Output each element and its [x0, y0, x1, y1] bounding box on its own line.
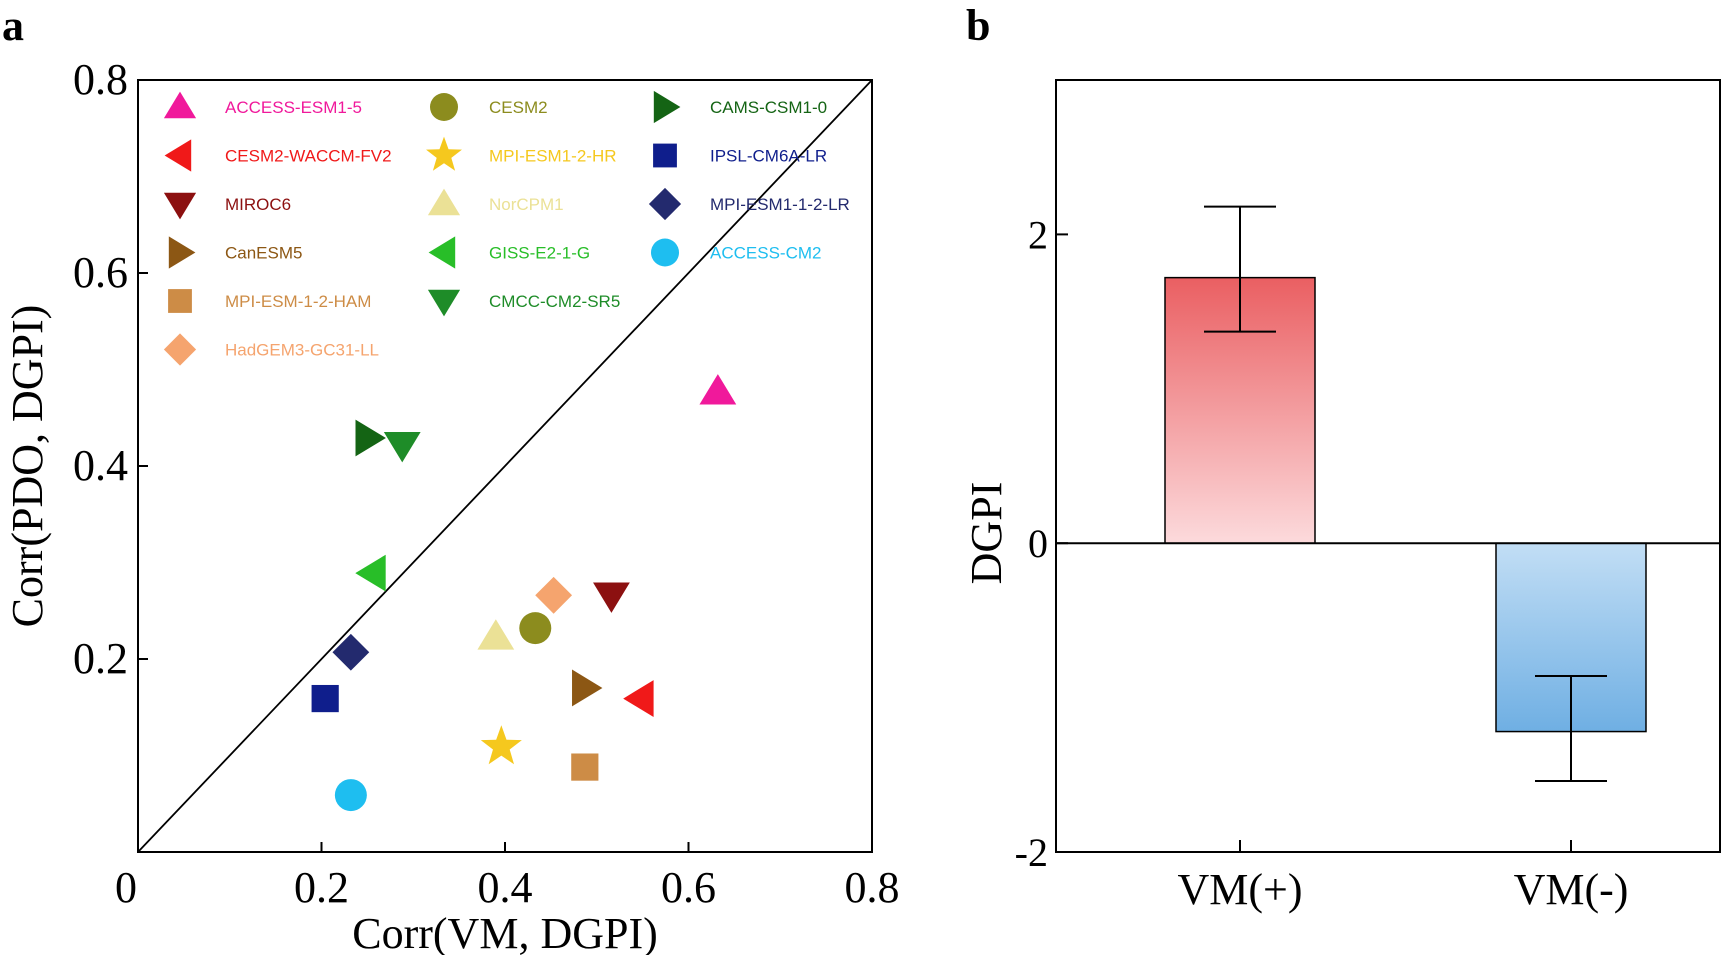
legend-marker	[163, 333, 197, 366]
y-tick-label: 0.6	[73, 248, 128, 297]
scatter-point	[623, 680, 654, 717]
legend: ACCESS-ESM1-5 CESM2-WACCM-FV2 MIROC6 CanESM…	[163, 90, 850, 366]
scatter-point	[593, 582, 630, 613]
legend-label: MPI-ESM1-1-2-LR	[710, 195, 850, 214]
legend-marker	[426, 136, 462, 171]
legend-entry: NorCPM1	[427, 188, 564, 216]
category-label: VM(-)	[1514, 865, 1629, 914]
legend-entry: CanESM5	[168, 236, 302, 269]
y-tick-label: 0.8	[73, 55, 128, 104]
legend-entry: MPI-ESM-1-2-HAM	[168, 289, 371, 313]
legend-marker	[168, 289, 192, 313]
legend-marker	[653, 90, 681, 124]
one-to-one-line	[137, 79, 873, 853]
legend-label: IPSL-CM6A-LR	[710, 147, 827, 166]
legend-entry: CAMS-CSM1-0	[653, 90, 827, 124]
scatter-point	[332, 633, 370, 671]
x-tick-label: 0	[115, 863, 137, 912]
legend-marker	[164, 139, 192, 172]
scatter-point	[519, 612, 552, 645]
y-tick-label: 0.4	[73, 441, 128, 490]
scatter-point	[477, 619, 515, 650]
x-tick-label: 0.6	[661, 863, 716, 912]
legend-label: MIROC6	[225, 195, 291, 214]
scatter-point	[480, 725, 522, 765]
legend-marker	[648, 187, 682, 221]
scatter-point	[535, 576, 573, 614]
scatter-point	[571, 753, 599, 781]
scatter-point	[383, 431, 421, 463]
legend-marker	[427, 289, 461, 317]
legend-entry: MPI-ESM1-1-2-LR	[648, 187, 850, 221]
legend-label: NorCPM1	[489, 195, 564, 214]
x-axis-label: Corr(VM, DGPI)	[352, 909, 658, 955]
y-axis-label: Corr(PDO, DGPI)	[3, 305, 52, 628]
scatter-point	[311, 684, 339, 713]
y-tick-label: 0.2	[73, 634, 128, 683]
legend-entry: CMCC-CM2-SR5	[427, 289, 620, 317]
legend-label: GISS-E2-1-G	[489, 244, 590, 263]
legend-label: HadGEM3-GC31-LL	[225, 341, 379, 360]
legend-entry: MPI-ESM1-2-HR	[426, 136, 617, 171]
panel-b-label: b	[966, 1, 990, 50]
legend-label: MPI-ESM1-2-HR	[489, 147, 617, 166]
legend-entry: CESM2	[430, 93, 548, 121]
x-tick-label: 0.8	[845, 863, 900, 912]
scatter-point	[699, 374, 737, 405]
legend-entry: IPSL-CM6A-LR	[653, 143, 827, 168]
legend-marker	[430, 93, 458, 121]
error-bar	[1204, 205, 1276, 333]
legend-marker	[427, 188, 461, 216]
scatter-point	[572, 669, 603, 707]
legend-label: CESM2-WACCM-FV2	[225, 147, 392, 166]
legend-marker	[428, 236, 456, 269]
legend-marker	[163, 192, 197, 220]
panel-a-label: a	[2, 1, 24, 50]
legend-label: CAMS-CSM1-0	[710, 98, 827, 117]
scatter-point	[355, 554, 386, 592]
legend-label: ACCESS-ESM1-5	[225, 98, 362, 117]
legend-label: CanESM5	[225, 244, 302, 263]
legend-entry: ACCESS-ESM1-5	[163, 91, 362, 119]
legend-entry: ACCESS-CM2	[651, 238, 821, 267]
bar-panel: b -2 0 2 VM(+) VM(-) DGPI	[962, 1, 1721, 914]
legend-entry: MIROC6	[163, 192, 291, 220]
bar-y-tick-label: 2	[1028, 212, 1048, 257]
legend-entry: HadGEM3-GC31-LL	[163, 333, 379, 366]
legend-entry: CESM2-WACCM-FV2	[164, 139, 392, 172]
scatter-point	[334, 779, 367, 812]
legend-label: ACCESS-CM2	[710, 244, 821, 263]
legend-entry: GISS-E2-1-G	[428, 236, 590, 269]
legend-marker	[651, 238, 679, 267]
bar-y-axis-label: DGPI	[962, 482, 1011, 585]
scatter-point	[355, 419, 386, 457]
legend-label: CESM2	[489, 98, 548, 117]
scatter-panel: a 0 0.2 0.4 0.6 0.8 0.2 0.4 0.6 0.8 Corr(VM, DG…	[2, 1, 900, 955]
scatter-points	[311, 374, 737, 812]
legend-marker	[168, 236, 196, 269]
x-tick-label: 0.2	[294, 863, 349, 912]
category-label: VM(+)	[1177, 865, 1302, 914]
bar-plot-frame	[1055, 79, 1721, 853]
legend-label: MPI-ESM-1-2-HAM	[225, 292, 371, 311]
error-bar	[1535, 674, 1607, 782]
legend-label: CMCC-CM2-SR5	[489, 292, 620, 311]
legend-marker	[653, 143, 677, 168]
x-tick-label: 0.4	[478, 863, 533, 912]
bar-y-tick-label: -2	[1015, 830, 1048, 875]
legend-marker	[163, 91, 197, 119]
bar-y-tick-label: 0	[1028, 521, 1048, 566]
